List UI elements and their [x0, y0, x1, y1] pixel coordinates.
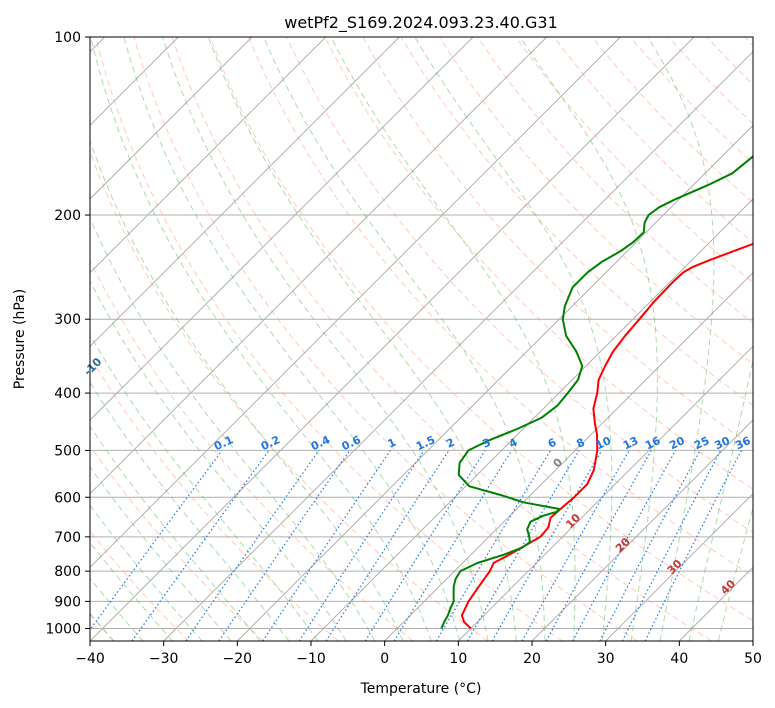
mixing-ratio-label: 13 [621, 434, 640, 452]
dry-adiabat-line [209, 37, 753, 622]
isotherm-line [457, 345, 753, 641]
mixing-ratio-label: 36 [733, 434, 753, 452]
mixing-ratio-label: 30 [713, 434, 733, 452]
mixing-ratio-line [364, 450, 486, 641]
x-tick-label: 50 [744, 651, 762, 667]
isotherm-line [90, 37, 548, 495]
x-tick-label: −30 [149, 651, 179, 667]
moist-adiabat-line [90, 37, 432, 641]
mixing-ratio-line [545, 450, 652, 641]
moist-adiabat-line [90, 541, 173, 641]
dewpoint-profile-line [440, 154, 753, 629]
dry-adiabat-line [400, 37, 753, 406]
isotherm-line [752, 640, 753, 641]
y-axis-title: Pressure (hPa) [12, 289, 28, 389]
dry-adiabat-line [324, 37, 753, 490]
x-tick-label: 40 [670, 651, 688, 667]
dry-adiabat-line [477, 37, 753, 324]
mixing-ratio-line [218, 450, 351, 641]
isotherm-line [90, 37, 695, 641]
mixing-ratio-line [521, 450, 630, 641]
plot-background [90, 37, 753, 641]
x-axis-title: Temperature (°C) [360, 681, 482, 697]
mixing-ratio-line [393, 450, 513, 641]
isotherm-line [90, 37, 327, 274]
moist-adiabat-line [90, 381, 290, 641]
x-tick-label: 20 [523, 651, 541, 667]
x-tick-label: 30 [597, 651, 615, 667]
plot-frame [89, 36, 754, 642]
mixing-ratio-line [435, 450, 552, 641]
dry-adiabat-line [286, 37, 753, 533]
mixing-ratio-label: 10 [594, 434, 614, 452]
dry-adiabat-line [591, 37, 753, 204]
dry-adiabat-line [515, 37, 753, 284]
isotherm-line [90, 37, 253, 200]
isotherm-line [605, 492, 753, 641]
mixing-ratio-line [90, 450, 223, 631]
moist-adiabat-line [162, 37, 489, 641]
isotherm-line [310, 198, 753, 641]
y-tick-label: 200 [54, 208, 81, 224]
x-tick-label: −20 [223, 651, 253, 667]
mixing-ratio-line [131, 450, 270, 641]
moist-adiabat-line [90, 139, 404, 641]
moist-adiabat-line [90, 425, 261, 641]
moist-adiabat-line [90, 504, 203, 641]
moist-adiabat-line [90, 465, 232, 641]
y-tick-label: 600 [54, 490, 81, 506]
temperature-profile-line [460, 242, 753, 630]
y-tick-label: 800 [54, 564, 81, 580]
y-tick-label: 700 [54, 530, 81, 546]
isotherm-line [163, 50, 753, 641]
dry-adiabat-line [248, 37, 753, 577]
y-tick-label: 100 [54, 30, 81, 46]
sounding-series [440, 154, 753, 630]
moist-adiabat-line [90, 216, 376, 641]
dry-adiabat-line [362, 37, 753, 448]
moist-adiabat-line [263, 37, 546, 641]
y-tick-label: 300 [54, 312, 81, 328]
isotherm-line [90, 37, 400, 348]
x-tick-label: 0 [380, 651, 389, 667]
moist-adiabat-line [519, 37, 658, 641]
y-tick-label: 1000 [45, 621, 81, 637]
dry-adiabat-line [171, 37, 712, 641]
dry-adiabat-line [90, 259, 414, 641]
mixing-ratio-line [572, 450, 677, 641]
x-axis: −40 −30 −20 −10 0 10 20 30 40 50 [75, 641, 762, 667]
mixing-ratio-label: 20 [667, 434, 687, 452]
moist-adiabat-line [123, 37, 461, 641]
reference-lines [90, 37, 753, 641]
dry-adiabat-line [90, 444, 264, 641]
mixing-ratio-line [325, 450, 450, 641]
isotherm-line [90, 37, 474, 421]
mixing-ratio-label: 16 [643, 434, 663, 452]
isotherm-line [531, 419, 753, 641]
y-tick-label: 900 [54, 594, 81, 610]
isotherm-line [236, 124, 753, 641]
y-axis: 100 200 300 400 500 600 700 800 900 1000 [45, 30, 90, 637]
reference-labels: 0.1 0.2 0.4 0.6 1 1.5 2 3 4 6 8 10 13 16 20 25 30 36-1001… [81, 355, 753, 597]
dry-adiabat-line [629, 37, 753, 164]
x-tick-label: 10 [449, 651, 467, 667]
dry-adiabat-line [133, 37, 638, 641]
isotherm-line [384, 271, 753, 641]
chart-title: wetPf2_S169.2024.093.23.40.G31 [284, 13, 558, 33]
mixing-ratio-line [466, 450, 580, 641]
mixing-ratio-label: 25 [692, 434, 711, 452]
mixing-ratio-line [491, 450, 603, 641]
y-tick-label: 500 [54, 443, 81, 459]
y-tick-label: 400 [54, 386, 81, 402]
x-tick-label: −10 [296, 651, 326, 667]
dry-adiabat-line [95, 37, 563, 641]
moist-adiabat-line [414, 37, 613, 641]
moist-adiabat-line [208, 37, 517, 641]
x-tick-label: −40 [75, 651, 105, 667]
